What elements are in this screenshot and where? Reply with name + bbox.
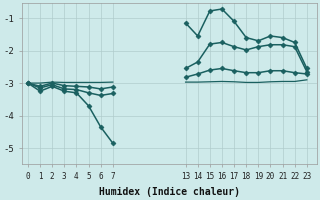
X-axis label: Humidex (Indice chaleur): Humidex (Indice chaleur): [99, 186, 240, 197]
